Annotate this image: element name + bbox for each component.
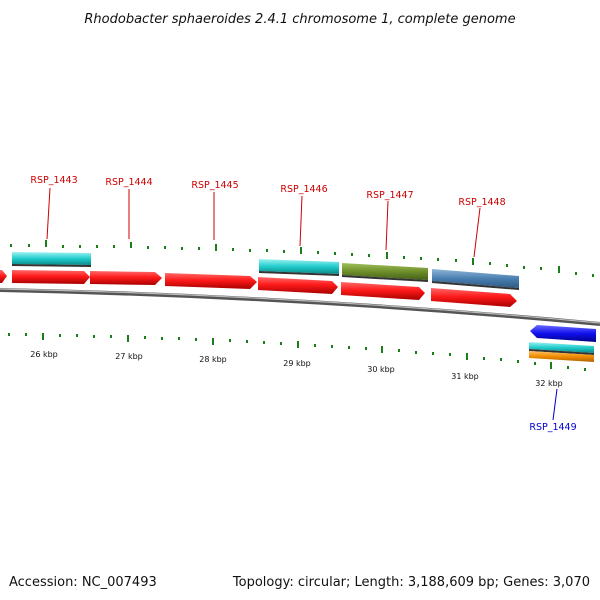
gene-arrow-rsp1446[interactable]	[258, 277, 338, 294]
scale-label-26kbp: 26 kbp	[30, 350, 58, 359]
cyan-feature-rsp1449[interactable]	[529, 342, 594, 353]
gene-arrow-rsp1447[interactable]	[341, 282, 425, 300]
orange-feature-rsp1449[interactable]	[529, 351, 594, 362]
gene-label-rsp1443[interactable]: RSP_1443	[30, 175, 77, 186]
scale-label-32kbp: 32 kbp	[535, 379, 563, 388]
reverse-gene-track	[529, 325, 596, 362]
gene-arrow-rsp1443[interactable]	[12, 270, 90, 284]
cyan-feature-rsp1446[interactable]	[259, 259, 339, 274]
gene-arrow-rsp1445[interactable]	[165, 273, 257, 289]
scale-label-27kbp: 27 kbp	[115, 352, 143, 361]
accession-text: Accession: NC_007493	[9, 575, 157, 590]
lower-tick-track	[8, 333, 586, 371]
gene-arrow-rsp1444[interactable]	[90, 271, 162, 285]
olive-feature-rsp1447[interactable]	[342, 263, 428, 280]
gene-label-rsp1446[interactable]: RSP_1446	[280, 184, 327, 195]
forward-gene-track	[0, 270, 517, 307]
gene-label-rsp1444[interactable]: RSP_1444	[105, 177, 152, 188]
gene-arrow-rsp1449[interactable]	[530, 325, 596, 342]
map-title: Rhodobacter sphaeroides 2.4.1 chromosome…	[84, 12, 515, 27]
gene-label-rsp1447[interactable]: RSP_1447	[366, 190, 413, 201]
label-leader-rsp1449	[552, 388, 558, 421]
feature-track-upper	[12, 252, 519, 290]
label-leader-lines	[46, 187, 481, 258]
gene-label-rsp1449[interactable]: RSP_1449	[529, 422, 576, 433]
scale-label-28kbp: 28 kbp	[199, 355, 227, 364]
upper-tick-track	[10, 240, 594, 277]
cyan-feature-rsp1443[interactable]	[12, 252, 91, 265]
gene-arrow-partial[interactable]	[0, 270, 7, 283]
steelblue-feature-rsp1448[interactable]	[432, 269, 519, 288]
scale-label-29kbp: 29 kbp	[283, 359, 311, 368]
gene-label-rsp1448[interactable]: RSP_1448	[458, 197, 505, 208]
gene-label-rsp1445[interactable]: RSP_1445	[191, 180, 238, 191]
scale-label-31kbp: 31 kbp	[451, 372, 479, 381]
chromosome-backbone	[0, 288, 600, 326]
gene-arrow-rsp1448[interactable]	[431, 288, 517, 307]
scale-label-30kbp: 30 kbp	[367, 365, 395, 374]
genome-stats-text: Topology: circular; Length: 3,188,609 bp…	[232, 575, 590, 590]
